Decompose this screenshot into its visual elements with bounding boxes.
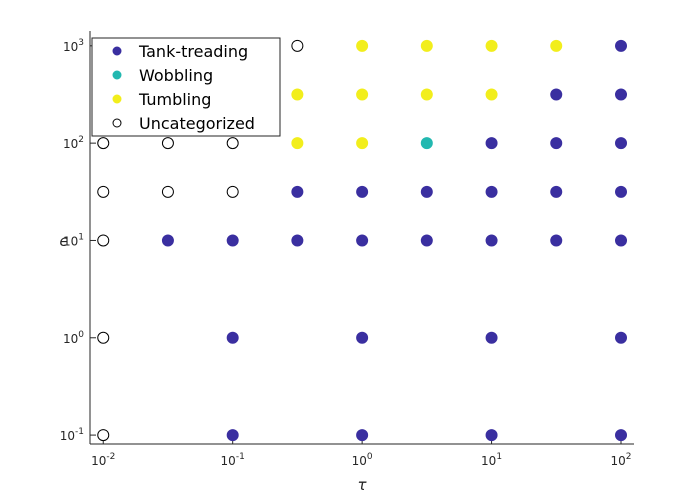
- point: [615, 39, 628, 52]
- point: [356, 429, 369, 442]
- point: [485, 39, 498, 52]
- legend-box: [91, 37, 281, 137]
- legend: Tank-treading Wobbling Tumbling Uncategoriz…: [91, 37, 281, 137]
- y-axis-label: ϵ: [59, 232, 68, 250]
- point: [161, 185, 174, 198]
- point: [97, 429, 110, 442]
- point: [226, 234, 239, 247]
- point: [226, 331, 239, 344]
- point: [356, 88, 369, 101]
- point: [615, 429, 628, 442]
- legend-marker: [112, 94, 122, 104]
- point: [615, 185, 628, 198]
- legend-label: Uncategorized: [139, 114, 255, 133]
- point: [356, 185, 369, 198]
- point: [97, 185, 110, 198]
- tick-label: 100: [352, 452, 373, 468]
- legend-label: Wobbling: [139, 66, 213, 85]
- point: [550, 185, 563, 198]
- legend-label: Tumbling: [138, 90, 211, 109]
- tick-label: 10-1: [60, 427, 84, 443]
- point: [485, 429, 498, 442]
- point: [291, 185, 304, 198]
- point: [356, 137, 369, 150]
- point: [291, 137, 304, 150]
- point: [615, 137, 628, 150]
- tick-label: 100: [63, 330, 84, 346]
- point: [226, 137, 239, 150]
- tick-label: 101: [481, 452, 502, 468]
- point: [291, 39, 304, 52]
- point: [97, 234, 110, 247]
- legend-marker: [112, 70, 122, 80]
- point: [291, 88, 304, 101]
- point: [226, 429, 239, 442]
- point: [485, 137, 498, 150]
- point: [420, 88, 433, 101]
- point: [550, 234, 563, 247]
- tick-label: 10-1: [221, 452, 245, 468]
- point: [420, 39, 433, 52]
- legend-marker: [112, 46, 122, 56]
- point: [226, 185, 239, 198]
- tick-label: 103: [63, 38, 84, 54]
- tick-label: 10-2: [91, 452, 115, 468]
- point: [420, 185, 433, 198]
- point: [161, 137, 174, 150]
- point: [420, 234, 433, 247]
- tick-label: 102: [63, 135, 84, 151]
- tick-label: 102: [611, 452, 632, 468]
- point: [550, 137, 563, 150]
- point: [161, 234, 174, 247]
- point: [356, 39, 369, 52]
- point: [485, 331, 498, 344]
- point: [356, 234, 369, 247]
- point: [485, 234, 498, 247]
- point: [550, 88, 563, 101]
- point: [615, 331, 628, 344]
- point: [291, 234, 304, 247]
- point: [420, 137, 433, 150]
- x-axis-label: τ: [357, 476, 367, 494]
- legend-label: Tank-treading: [138, 42, 248, 61]
- point: [485, 88, 498, 101]
- tick-label: 101: [63, 232, 84, 248]
- point: [485, 185, 498, 198]
- point: [615, 234, 628, 247]
- point: [550, 39, 563, 52]
- point: [97, 331, 110, 344]
- legend-marker: [112, 118, 122, 128]
- point: [97, 137, 110, 150]
- point: [615, 88, 628, 101]
- point: [356, 331, 369, 344]
